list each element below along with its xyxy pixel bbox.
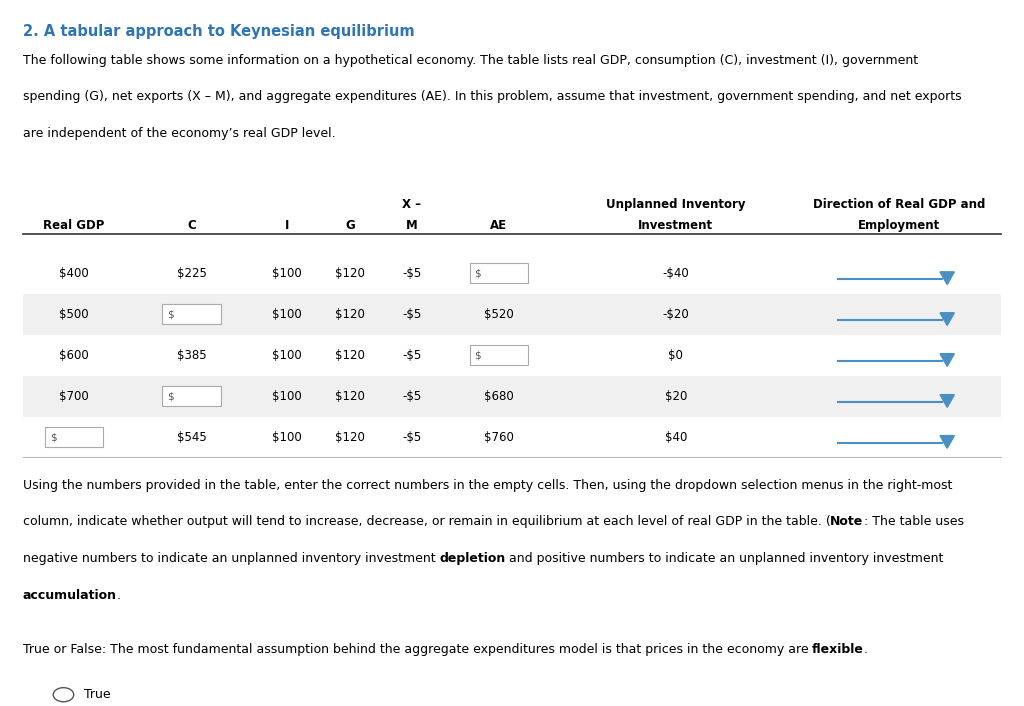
Text: $545: $545 bbox=[176, 431, 207, 443]
Text: Using the numbers provided in the table, enter the correct numbers in the empty : Using the numbers provided in the table,… bbox=[23, 479, 952, 491]
Text: $100: $100 bbox=[271, 308, 302, 321]
Text: .: . bbox=[117, 589, 121, 602]
Text: AE: AE bbox=[490, 219, 507, 232]
Text: -$20: -$20 bbox=[663, 308, 689, 321]
Text: column, indicate whether output will tend to increase, decrease, or remain in eq: column, indicate whether output will ten… bbox=[23, 515, 830, 528]
FancyBboxPatch shape bbox=[23, 376, 1001, 417]
Polygon shape bbox=[940, 354, 954, 366]
Text: and positive numbers to indicate an unplanned inventory investment: and positive numbers to indicate an unpl… bbox=[506, 552, 944, 565]
Text: -$5: -$5 bbox=[402, 390, 421, 402]
Text: $400: $400 bbox=[58, 267, 89, 280]
FancyBboxPatch shape bbox=[162, 304, 221, 324]
Text: .: . bbox=[864, 643, 868, 656]
Text: $: $ bbox=[474, 268, 481, 278]
FancyBboxPatch shape bbox=[45, 427, 102, 447]
Text: $100: $100 bbox=[271, 390, 302, 402]
Text: $: $ bbox=[474, 350, 481, 360]
Text: $600: $600 bbox=[58, 349, 89, 361]
Text: X –: X – bbox=[402, 198, 421, 210]
Text: $120: $120 bbox=[335, 431, 366, 443]
Text: $: $ bbox=[168, 309, 174, 319]
Text: Employment: Employment bbox=[858, 219, 940, 232]
Text: $680: $680 bbox=[483, 390, 514, 402]
Text: $: $ bbox=[168, 391, 174, 401]
Text: flexible: flexible bbox=[812, 643, 864, 656]
Text: : The table uses: : The table uses bbox=[863, 515, 964, 528]
Text: True: True bbox=[84, 688, 111, 701]
Polygon shape bbox=[940, 436, 954, 448]
Text: Investment: Investment bbox=[638, 219, 714, 232]
Text: 2. A tabular approach to Keynesian equilibrium: 2. A tabular approach to Keynesian equil… bbox=[23, 24, 414, 39]
Text: Note: Note bbox=[830, 515, 863, 528]
Text: $40: $40 bbox=[665, 431, 687, 443]
Text: M: M bbox=[406, 219, 418, 232]
Text: $760: $760 bbox=[483, 431, 514, 443]
Text: Real GDP: Real GDP bbox=[43, 219, 104, 232]
Text: $100: $100 bbox=[271, 431, 302, 443]
Text: -$5: -$5 bbox=[402, 349, 421, 361]
FancyBboxPatch shape bbox=[469, 345, 528, 365]
Polygon shape bbox=[940, 395, 954, 407]
Text: Direction of Real GDP and: Direction of Real GDP and bbox=[813, 198, 985, 210]
Text: $700: $700 bbox=[58, 390, 89, 402]
Polygon shape bbox=[940, 272, 954, 285]
Text: $100: $100 bbox=[271, 349, 302, 361]
Text: $120: $120 bbox=[335, 390, 366, 402]
FancyBboxPatch shape bbox=[162, 386, 221, 406]
Text: The following table shows some information on a hypothetical economy. The table : The following table shows some informati… bbox=[23, 54, 918, 66]
FancyBboxPatch shape bbox=[469, 263, 528, 283]
Text: I: I bbox=[285, 219, 289, 232]
Text: spending (G), net exports (X – M), and aggregate expenditures (AE). In this prob: spending (G), net exports (X – M), and a… bbox=[23, 90, 962, 103]
Text: $20: $20 bbox=[665, 390, 687, 402]
Text: accumulation: accumulation bbox=[23, 589, 117, 602]
Text: Unplanned Inventory: Unplanned Inventory bbox=[606, 198, 745, 210]
Text: are independent of the economy’s real GDP level.: are independent of the economy’s real GD… bbox=[23, 127, 335, 140]
Text: -$40: -$40 bbox=[663, 267, 689, 280]
Text: $120: $120 bbox=[335, 308, 366, 321]
Text: $120: $120 bbox=[335, 349, 366, 361]
Text: $385: $385 bbox=[177, 349, 206, 361]
Text: $500: $500 bbox=[59, 308, 88, 321]
Text: C: C bbox=[187, 219, 196, 232]
Text: True or False: The most fundamental assumption behind the aggregate expenditures: True or False: The most fundamental assu… bbox=[23, 643, 812, 656]
Text: negative numbers to indicate an unplanned inventory investment: negative numbers to indicate an unplanne… bbox=[23, 552, 439, 565]
Text: $: $ bbox=[49, 432, 56, 442]
Polygon shape bbox=[940, 313, 954, 325]
Text: $225: $225 bbox=[176, 267, 207, 280]
Text: $120: $120 bbox=[335, 267, 366, 280]
Text: $520: $520 bbox=[483, 308, 514, 321]
Text: -$5: -$5 bbox=[402, 431, 421, 443]
Text: $100: $100 bbox=[271, 267, 302, 280]
Text: G: G bbox=[345, 219, 355, 232]
FancyBboxPatch shape bbox=[23, 294, 1001, 335]
Text: -$5: -$5 bbox=[402, 267, 421, 280]
Text: depletion: depletion bbox=[439, 552, 506, 565]
Text: $0: $0 bbox=[669, 349, 683, 361]
Text: -$5: -$5 bbox=[402, 308, 421, 321]
